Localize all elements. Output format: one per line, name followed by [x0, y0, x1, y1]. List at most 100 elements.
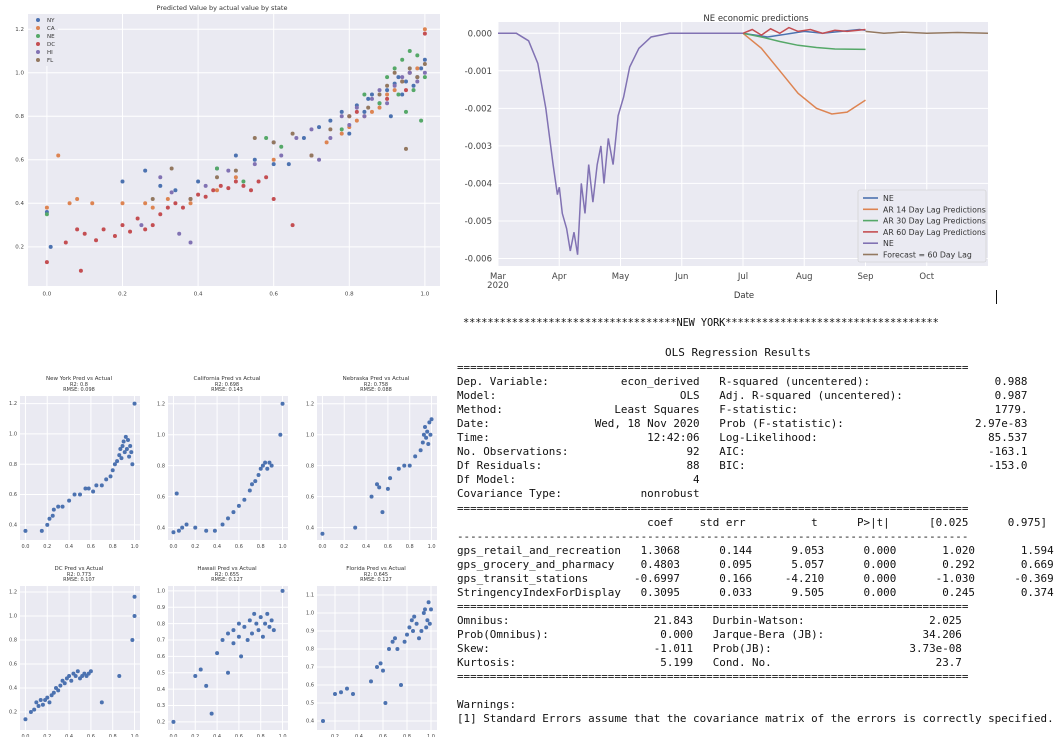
hi_small-point-pred: [271, 628, 276, 633]
ols-summary-line: Warnings:: [457, 698, 517, 712]
fl_small-point-pred: [411, 629, 415, 633]
ne-econ-series-2: [742, 32, 866, 51]
ne_small-xtick-label: 1.0: [428, 544, 436, 550]
state_scatter-point-ny: [385, 88, 390, 93]
state_scatter-point-dc: [241, 183, 246, 188]
ny_small-point-pred: [51, 507, 56, 512]
fl_small-point-pred: [414, 621, 419, 626]
hi_small-ytick-label: 0.2: [157, 719, 165, 725]
fl_small-point-pred: [424, 625, 429, 630]
ols-summary-line: Dep. Variable: econ_derived R-squared (u…: [457, 375, 1028, 389]
state-scatter-title: Predicted Value by actual value by state: [157, 4, 288, 12]
state_scatter-point-ny: [422, 57, 427, 62]
state_scatter-point-ca: [67, 201, 72, 206]
state_scatter-point-dc: [226, 186, 231, 191]
ne-econ-ytick-label: -0.003: [465, 142, 492, 152]
legend-label-dc: DC: [47, 42, 55, 48]
ny_small-point-pred: [120, 444, 125, 449]
hi_small-point-pred: [171, 719, 176, 724]
ca_small-point-pred: [265, 466, 270, 471]
ne-econ-ytick-label: -0.002: [465, 104, 492, 114]
fl_small-point-pred: [381, 668, 385, 673]
ny_small-point-pred: [124, 447, 129, 452]
state_scatter-point-dc: [249, 188, 254, 193]
ca_small-point-pred: [263, 460, 268, 465]
state_scatter-point-fl: [400, 79, 405, 84]
ny_small-xtick-label: 0.2: [43, 544, 51, 550]
state_scatter-point-dc: [196, 192, 201, 197]
state_scatter-ytick-label: 0.8: [15, 114, 24, 120]
ols-summary-line: StringencyIndexForDisplay 0.3095 0.033 9…: [457, 585, 1054, 599]
ny_small-ytick-label: 0.6: [9, 492, 17, 498]
ne_small-point-pred: [396, 466, 401, 471]
fl_small-axes: [317, 586, 437, 730]
ols-summary-line: Omnibus: 21.843 Durbin-Watson: 2.025: [457, 613, 962, 627]
state_scatter-point-ca: [143, 201, 148, 206]
fl_small-ytick-label: 0.8: [306, 647, 314, 653]
state_scatter-point-hi: [407, 70, 412, 75]
hi_small-point-pred: [267, 624, 272, 629]
ne_small-point-pred: [353, 525, 358, 530]
ne-econ-xtick-label: May: [612, 272, 630, 282]
ols-summary-line: Df Residuals: 88 BIC: -153.0: [457, 459, 1028, 473]
ols-summary-line: [1] Standard Errors assume that the cova…: [457, 712, 1054, 726]
fl_small-point-pred: [393, 636, 397, 641]
state_scatter-point-ny: [173, 188, 178, 193]
ne-econ-legend-label-5: Forecast = 60 Day Lag: [883, 251, 972, 260]
ca_small-point-pred: [180, 525, 185, 530]
ols-summary-line: gps_retail_and_recreation 1.3068 0.144 9…: [457, 543, 1054, 557]
ols-summary-line: Model: OLS Adj. R-squared (uncentered): …: [457, 389, 1028, 403]
state_scatter-point-ne: [411, 88, 416, 93]
dc_small-ytick-label: 0.4: [9, 686, 17, 692]
fl_small-point-pred: [399, 683, 403, 687]
state_scatter-point-dc: [150, 223, 155, 228]
ny_small-point-pred: [45, 522, 50, 527]
state_scatter-point-ne: [279, 144, 284, 149]
ca_small-point-pred: [280, 401, 285, 406]
ols-summary-line: Method: Least Squares F-statistic: 1779.: [457, 403, 1028, 417]
state_scatter-point-ca: [90, 201, 95, 206]
ny_small-xtick-label: 1.0: [131, 544, 139, 550]
state-scatter-chart: Predicted Value by actual value by state…: [15, 4, 440, 298]
state_scatter-point-ny: [233, 153, 238, 158]
ne_small-ytick-label: 1.2: [306, 401, 314, 407]
ca_small-point-pred: [250, 482, 254, 487]
dc_small-point-pred: [130, 638, 135, 642]
hi_small-point-pred: [226, 631, 230, 636]
state_scatter-point-dc: [173, 201, 178, 206]
ne-econ-title: NE economic predictions: [703, 14, 809, 24]
dc_small-point-pred: [88, 669, 93, 674]
ca_small-xtick-label: 0.4: [213, 544, 221, 550]
dc_small-ytick-label: 1.2: [9, 590, 17, 596]
ne-econ-legend-box: [857, 189, 987, 263]
state_scatter-point-ny: [411, 83, 416, 88]
ne-econ-legend-label-2: AR 30 Day Lag Predictions: [883, 217, 986, 226]
ca_small-point-pred: [204, 528, 209, 533]
ca_small-ytick-label: 0.6: [157, 494, 165, 500]
state_scatter-point-ca: [377, 105, 382, 110]
state_scatter-point-dc: [158, 212, 163, 217]
ne_small-axes: [317, 396, 437, 540]
state_scatter-point-ny: [301, 136, 306, 141]
state_scatter-point-hi: [158, 175, 163, 180]
fl_small-point-pred: [378, 661, 383, 666]
state_scatter-point-dc: [422, 31, 427, 36]
ne_small-subtitle-0: R2: 0.758: [364, 382, 388, 388]
hi_small-ytick-label: 0.6: [157, 654, 165, 660]
ne_small-point-pred: [369, 494, 374, 499]
dc_small-point-pred: [132, 594, 137, 599]
ny_small-point-pred: [128, 444, 133, 449]
fl_small-point-pred: [426, 600, 431, 605]
dc_small-point-pred: [56, 688, 61, 693]
state_scatter-point-ca: [324, 140, 329, 145]
state_scatter-point-ne: [44, 212, 49, 217]
state_scatter-point-hi: [422, 70, 427, 75]
fl_small-point-pred: [390, 639, 395, 644]
ca_small-point-pred: [278, 432, 283, 437]
state_scatter-point-ny: [252, 157, 257, 162]
state_scatter-point-dc: [75, 227, 80, 232]
state_scatter-point-ne: [339, 127, 344, 132]
ols-summary-line: Skew: -1.011 Prob(JB): 3.73e-08: [457, 642, 962, 655]
fl_small-point-pred: [405, 632, 409, 637]
